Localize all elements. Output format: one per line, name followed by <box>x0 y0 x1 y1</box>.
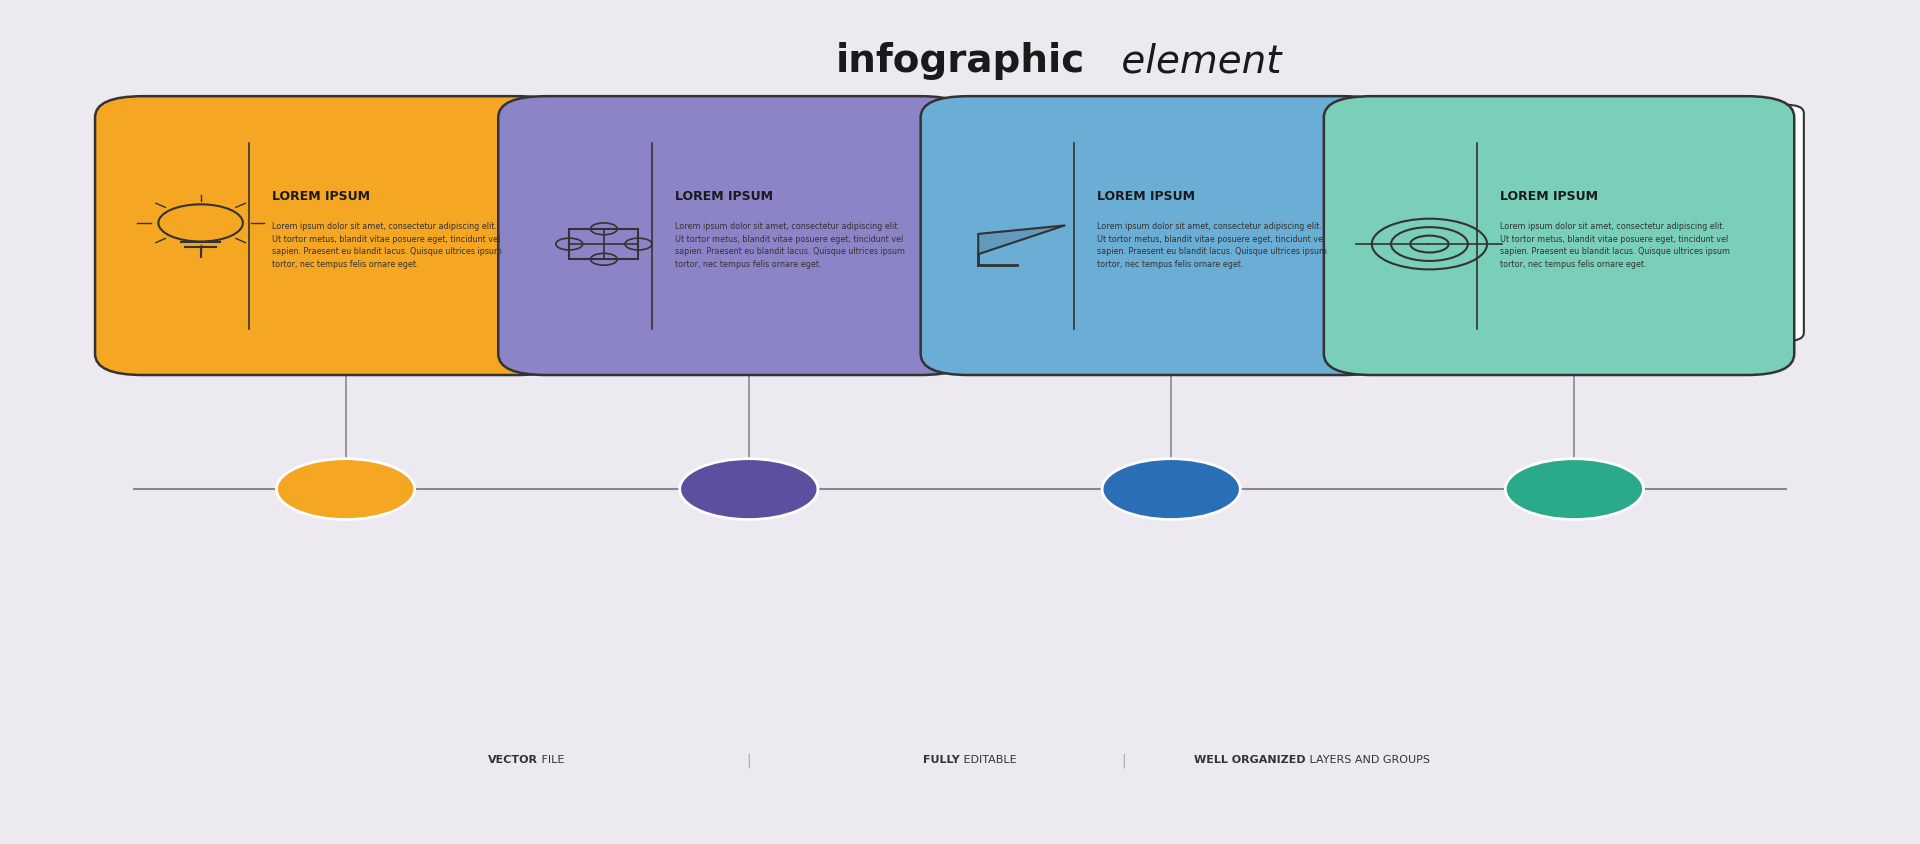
FancyBboxPatch shape <box>161 106 576 342</box>
Text: Lorem ipsum dolor sit amet, consectetur adipiscing elit.
Ut tortor metus, blandi: Lorem ipsum dolor sit amet, consectetur … <box>1098 222 1327 268</box>
Circle shape <box>276 459 415 520</box>
Text: WELL ORGANIZED: WELL ORGANIZED <box>1194 755 1306 765</box>
FancyBboxPatch shape <box>987 106 1400 342</box>
Text: EDITABLE: EDITABLE <box>960 755 1016 765</box>
Text: Lorem ipsum dolor sit amet, consectetur adipiscing elit.
Ut tortor metus, blandi: Lorem ipsum dolor sit amet, consectetur … <box>676 222 904 268</box>
FancyBboxPatch shape <box>497 97 968 376</box>
Text: |: | <box>747 752 751 767</box>
Text: LOREM IPSUM: LOREM IPSUM <box>271 190 371 203</box>
Circle shape <box>680 459 818 520</box>
FancyBboxPatch shape <box>557 122 781 154</box>
Text: Lorem ipsum dolor sit amet, consectetur adipiscing elit.
Ut tortor metus, blandi: Lorem ipsum dolor sit amet, consectetur … <box>271 222 501 268</box>
Text: LAYERS AND GROUPS: LAYERS AND GROUPS <box>1306 755 1430 765</box>
Circle shape <box>1505 459 1644 520</box>
Text: |: | <box>1121 752 1125 767</box>
FancyBboxPatch shape <box>152 122 378 154</box>
Text: element: element <box>1110 42 1281 80</box>
Bar <box>568 230 637 260</box>
Polygon shape <box>977 226 1064 255</box>
FancyBboxPatch shape <box>1380 122 1607 154</box>
FancyBboxPatch shape <box>920 97 1390 376</box>
FancyBboxPatch shape <box>564 106 977 342</box>
FancyBboxPatch shape <box>977 122 1204 154</box>
FancyBboxPatch shape <box>1323 97 1793 376</box>
Text: VECTOR: VECTOR <box>488 755 538 765</box>
Text: LOREM IPSUM: LOREM IPSUM <box>1501 190 1599 203</box>
Text: FILE: FILE <box>538 755 564 765</box>
Text: FULLY: FULLY <box>924 755 960 765</box>
Text: Lorem ipsum dolor sit amet, consectetur adipiscing elit.
Ut tortor metus, blandi: Lorem ipsum dolor sit amet, consectetur … <box>1501 222 1730 268</box>
FancyBboxPatch shape <box>1390 106 1803 342</box>
Text: LOREM IPSUM: LOREM IPSUM <box>676 190 774 203</box>
Circle shape <box>1102 459 1240 520</box>
FancyBboxPatch shape <box>94 97 564 376</box>
Text: LOREM IPSUM: LOREM IPSUM <box>1098 190 1196 203</box>
Text: infographic: infographic <box>835 42 1085 80</box>
